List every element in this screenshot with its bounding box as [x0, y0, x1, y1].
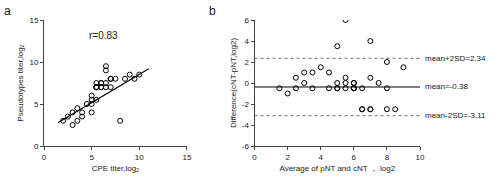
svg-text:Pseudotypes titer,log₂: Pseudotypes titer,log₂ [16, 44, 25, 121]
svg-text:mean-2SD=-3.11: mean-2SD=-3.11 [425, 111, 486, 120]
svg-text:5: 5 [89, 153, 94, 162]
svg-text:0: 0 [42, 153, 47, 162]
svg-text:Average of pNT and cNT ， log2: Average of pNT and cNT ， log2 [279, 164, 395, 173]
svg-text:-6: -6 [242, 142, 250, 151]
svg-text:b: b [209, 4, 216, 18]
svg-text:a: a [4, 4, 11, 18]
svg-text:10: 10 [29, 58, 38, 67]
svg-text:10: 10 [135, 153, 144, 162]
svg-text:15: 15 [29, 16, 38, 25]
svg-text:15: 15 [182, 153, 191, 162]
svg-text:2: 2 [245, 58, 250, 67]
svg-text:0: 0 [34, 142, 39, 151]
svg-text:8: 8 [385, 153, 390, 162]
svg-text:6: 6 [245, 16, 250, 25]
svg-text:0: 0 [252, 153, 257, 162]
svg-text:0: 0 [245, 79, 250, 88]
svg-text:4: 4 [319, 153, 324, 162]
svg-text:Difference(cNT-pNT,log2): Difference(cNT-pNT,log2) [229, 38, 238, 128]
svg-text:mean+2SD=2.34: mean+2SD=2.34 [425, 54, 486, 63]
svg-text:-2: -2 [242, 100, 250, 109]
svg-text:mean=-0.38: mean=-0.38 [425, 82, 468, 91]
svg-text:10: 10 [416, 153, 425, 162]
svg-text:r=0.83: r=0.83 [89, 30, 118, 41]
svg-text:4: 4 [245, 37, 250, 46]
svg-text:-4: -4 [242, 121, 250, 130]
svg-text:2: 2 [285, 153, 290, 162]
svg-text:CPE titer,log₂: CPE titer,log₂ [92, 164, 140, 173]
svg-text:5: 5 [34, 100, 39, 109]
svg-text:6: 6 [352, 153, 357, 162]
